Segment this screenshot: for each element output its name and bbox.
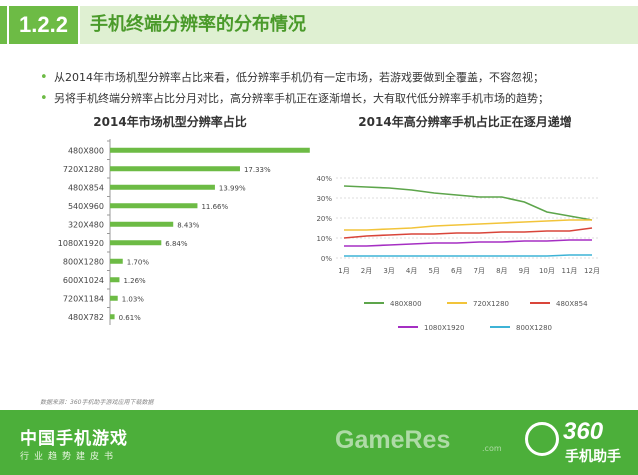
- footer-title: 中国手机游戏: [20, 429, 128, 449]
- y-tick-label: 30%: [316, 195, 332, 203]
- bar: [110, 166, 240, 172]
- bullet-item: 另将手机终端分辨率占比分月对比，高分辨率手机正在逐渐增长，大有取代低分辨率手机市…: [40, 91, 630, 107]
- bar: [110, 277, 120, 283]
- bar-category-label: 600X1024: [63, 276, 104, 285]
- header-accent-bar: [0, 6, 7, 44]
- legend-label: 720X1280: [473, 300, 509, 308]
- bar: [110, 203, 198, 209]
- bar-category-label: 480X800: [68, 146, 104, 155]
- watermark-domain: .com: [482, 444, 502, 453]
- bar-value-label: 1.03%: [122, 295, 145, 303]
- x-tick-label: 8月: [496, 267, 507, 275]
- x-tick-label: 11月: [561, 267, 577, 275]
- bar-chart: 480X80026.64%720X128017.33%480X85413.99%…: [58, 139, 310, 325]
- bar: [110, 258, 123, 264]
- bar: [110, 147, 310, 153]
- logo-circle-icon: [525, 422, 559, 456]
- x-tick-label: 5月: [428, 267, 439, 275]
- x-tick-label: 10月: [539, 267, 555, 275]
- y-tick-label: 10%: [316, 235, 332, 243]
- x-tick-label: 6月: [451, 267, 462, 275]
- series-line: [343, 185, 593, 221]
- legend-label: 800X1280: [516, 324, 552, 332]
- bullet-item: 从2014年市场机型分辨率占比来看，低分辨率手机仍有一定市场，若游戏要做到全覆盖…: [40, 70, 630, 86]
- header: 1.2.2 手机终端分辨率的分布情况: [0, 0, 638, 46]
- bar: [110, 314, 115, 320]
- x-tick-label: 4月: [406, 267, 417, 275]
- legend-label: 480X854: [556, 300, 588, 308]
- logo: 360 手机助手: [525, 418, 633, 470]
- watermark-text: GameRes: [335, 426, 451, 454]
- legend-label: 1080X1920: [424, 324, 464, 332]
- bar-category-label: 320X480: [68, 220, 104, 229]
- bar-value-label: 13.99%: [219, 184, 246, 192]
- legend-label: 480X800: [390, 300, 422, 308]
- bullet-list: 从2014年市场机型分辨率占比来看，低分辨率手机仍有一定市场，若游戏要做到全覆盖…: [40, 70, 630, 112]
- y-tick-label: 20%: [316, 215, 332, 223]
- x-tick-label: 3月: [383, 267, 394, 275]
- bar-category-label: 480X782: [68, 313, 104, 322]
- bar-value-label: 17.33%: [244, 166, 271, 174]
- bar-value-label: 6.84%: [165, 240, 188, 248]
- bar: [110, 184, 215, 190]
- series-line: [344, 254, 592, 257]
- series-line: [343, 227, 593, 239]
- series-line: [344, 239, 592, 247]
- footer-subtitle: 行业趋势建皮书: [20, 452, 119, 462]
- logo-number: 360: [563, 418, 604, 445]
- section-title: 手机终端分辨率的分布情况: [80, 6, 638, 44]
- x-tick-label: 12月: [584, 267, 600, 275]
- bar: [110, 240, 162, 246]
- bar-value-label: 1.70%: [127, 258, 150, 266]
- bar-value-label: 11.66%: [201, 203, 228, 211]
- line-chart: 0% 10% 20% 30% 40% 1月 2月 3月 4月 5月 6月 7月 8月 9月 10月 11月 12…: [316, 175, 600, 332]
- bar-category-label: 720X1184: [63, 294, 104, 303]
- section-number: 1.2.2: [9, 6, 78, 44]
- series-line: [344, 219, 592, 231]
- bar: [110, 221, 174, 227]
- line-chart-title: 2014年高分辨率手机占比正在逐月递增: [358, 115, 572, 129]
- footer-banner: 中国手机游戏 行业趋势建皮书 GameRes .com 360 手机助手: [0, 410, 638, 475]
- bar-value-label: 8.43%: [177, 221, 200, 229]
- bar-category-label: 480X854: [68, 183, 104, 192]
- x-tick-label: 7月: [474, 267, 485, 275]
- bar-category-label: 1080X1920: [58, 239, 104, 248]
- bar-value-label: 0.61%: [119, 314, 142, 322]
- bar-category-label: 720X1280: [63, 165, 104, 174]
- bar-chart-title: 2014年市场机型分辨率占比: [93, 115, 247, 129]
- x-tick-label: 9月: [519, 267, 530, 275]
- y-tick-label: 40%: [316, 175, 332, 183]
- bar: [110, 295, 118, 301]
- y-tick-label: 0%: [321, 255, 332, 263]
- logo-text: 手机助手: [565, 449, 621, 465]
- x-tick-label: 1月: [338, 267, 349, 275]
- x-tick-label: 2月: [361, 267, 372, 275]
- data-source-note: 数据来源：360手机助手游戏应用下载数据: [40, 399, 154, 406]
- bar-category-label: 800X1280: [63, 257, 104, 266]
- bar-category-label: 540X960: [68, 202, 104, 211]
- bar-value-label: 1.26%: [123, 277, 146, 285]
